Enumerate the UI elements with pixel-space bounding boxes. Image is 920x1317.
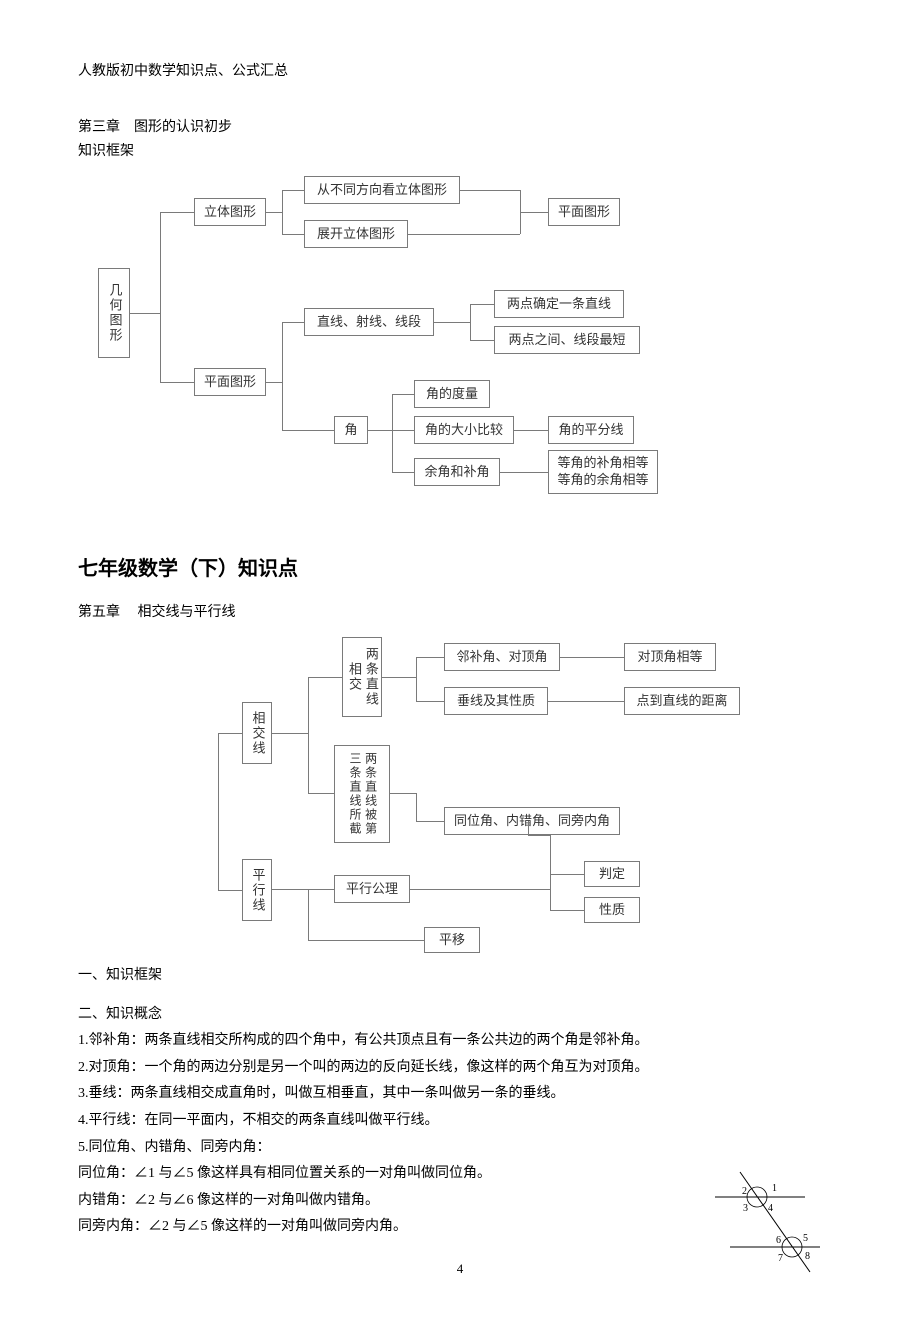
chapter5-title: 第五章 相交线与平行线 <box>78 601 842 621</box>
diagram-chapter5: 相交线 两条直线相交 邻补角、对顶角 对顶角相等 垂线及其性质 点到直线的距离 … <box>188 637 828 957</box>
node-three-cut: 两条直线被第三条直线所截 <box>334 745 390 843</box>
node-vert-eq: 对顶角相等 <box>624 643 716 671</box>
node-corr-angles: 同位角、内错角、同旁内角 <box>444 807 620 835</box>
node-para: 平行线 <box>242 859 272 921</box>
angle-label-7: 7 <box>778 1253 783 1264</box>
concept-3: 3.垂线：两条直线相交成直角时，叫做互相垂直，其中一条叫做另一条的垂线。 <box>78 1081 842 1108</box>
concept-2: 2.对顶角：一个角的两边分别是另一个叫的两边的反向延长线，像这样的两个角互为对顶… <box>78 1055 842 1082</box>
node-angle-compare: 角的大小比较 <box>414 416 514 444</box>
concept-1: 1.邻补角：两条直线相交所构成的四个角中，有公共顶点且有一条公共边的两个角是邻补… <box>78 1028 842 1055</box>
node-perp: 垂线及其性质 <box>444 687 548 715</box>
node-judge: 判定 <box>584 861 640 887</box>
angle-label-2: 2 <box>742 1186 747 1197</box>
node-view: 从不同方向看立体图形 <box>304 176 460 204</box>
node-plane: 平面图形 <box>194 368 266 396</box>
node-comp-supp: 余角和补角 <box>414 458 500 486</box>
angle-label-8: 8 <box>805 1251 810 1262</box>
doc-header: 人教版初中数学知识点、公式汇总 <box>78 60 842 80</box>
chapter3-title: 第三章 图形的认识初步 <box>78 116 842 136</box>
node-two-inter: 两条直线相交 <box>342 637 382 717</box>
node-two-points-short: 两点之间、线段最短 <box>494 326 640 354</box>
section2-title: 二、知识概念 <box>78 1002 842 1029</box>
node-bisector: 角的平分线 <box>548 416 634 444</box>
node-unfold: 展开立体图形 <box>304 220 408 248</box>
node-adj-vert: 邻补角、对顶角 <box>444 643 560 671</box>
node-inter: 相交线 <box>242 702 272 764</box>
diagram-chapter3: 几何图形 立体图形 从不同方向看立体图形 展开立体图形 平面图形 平面图形 直线… <box>98 168 738 508</box>
angle-figure: 1 2 3 4 5 6 7 8 <box>710 1167 840 1277</box>
node-angle-measure: 角的度量 <box>414 380 490 408</box>
node-angle: 角 <box>334 416 368 444</box>
angle-label-5: 5 <box>803 1233 808 1244</box>
node-root: 几何图形 <box>98 268 130 358</box>
angle-label-6: 6 <box>776 1235 781 1246</box>
node-plane-right: 平面图形 <box>548 198 620 226</box>
concept-5: 5.同位角、内错角、同旁内角： <box>78 1135 842 1162</box>
node-axiom: 平行公理 <box>334 875 410 903</box>
node-pt-dist: 点到直线的距离 <box>624 687 740 715</box>
node-prop: 性质 <box>584 897 640 923</box>
angle-label-4: 4 <box>768 1203 773 1214</box>
node-solid: 立体图形 <box>194 198 266 226</box>
angle-label-3: 3 <box>743 1203 748 1214</box>
frame-label-1: 知识框架 <box>78 140 842 160</box>
node-equal-angles: 等角的补角相等 等角的余角相等 <box>548 450 658 494</box>
section1-title: 一、知识框架 <box>78 963 842 990</box>
concept-4: 4.平行线：在同一平面内，不相交的两条直线叫做平行线。 <box>78 1108 842 1135</box>
node-two-points-line: 两点确定一条直线 <box>494 290 624 318</box>
angle-label-1: 1 <box>772 1183 777 1194</box>
node-trans: 平移 <box>424 927 480 953</box>
grade7-title: 七年级数学（下）知识点 <box>78 552 842 581</box>
node-line-types: 直线、射线、线段 <box>304 308 434 336</box>
